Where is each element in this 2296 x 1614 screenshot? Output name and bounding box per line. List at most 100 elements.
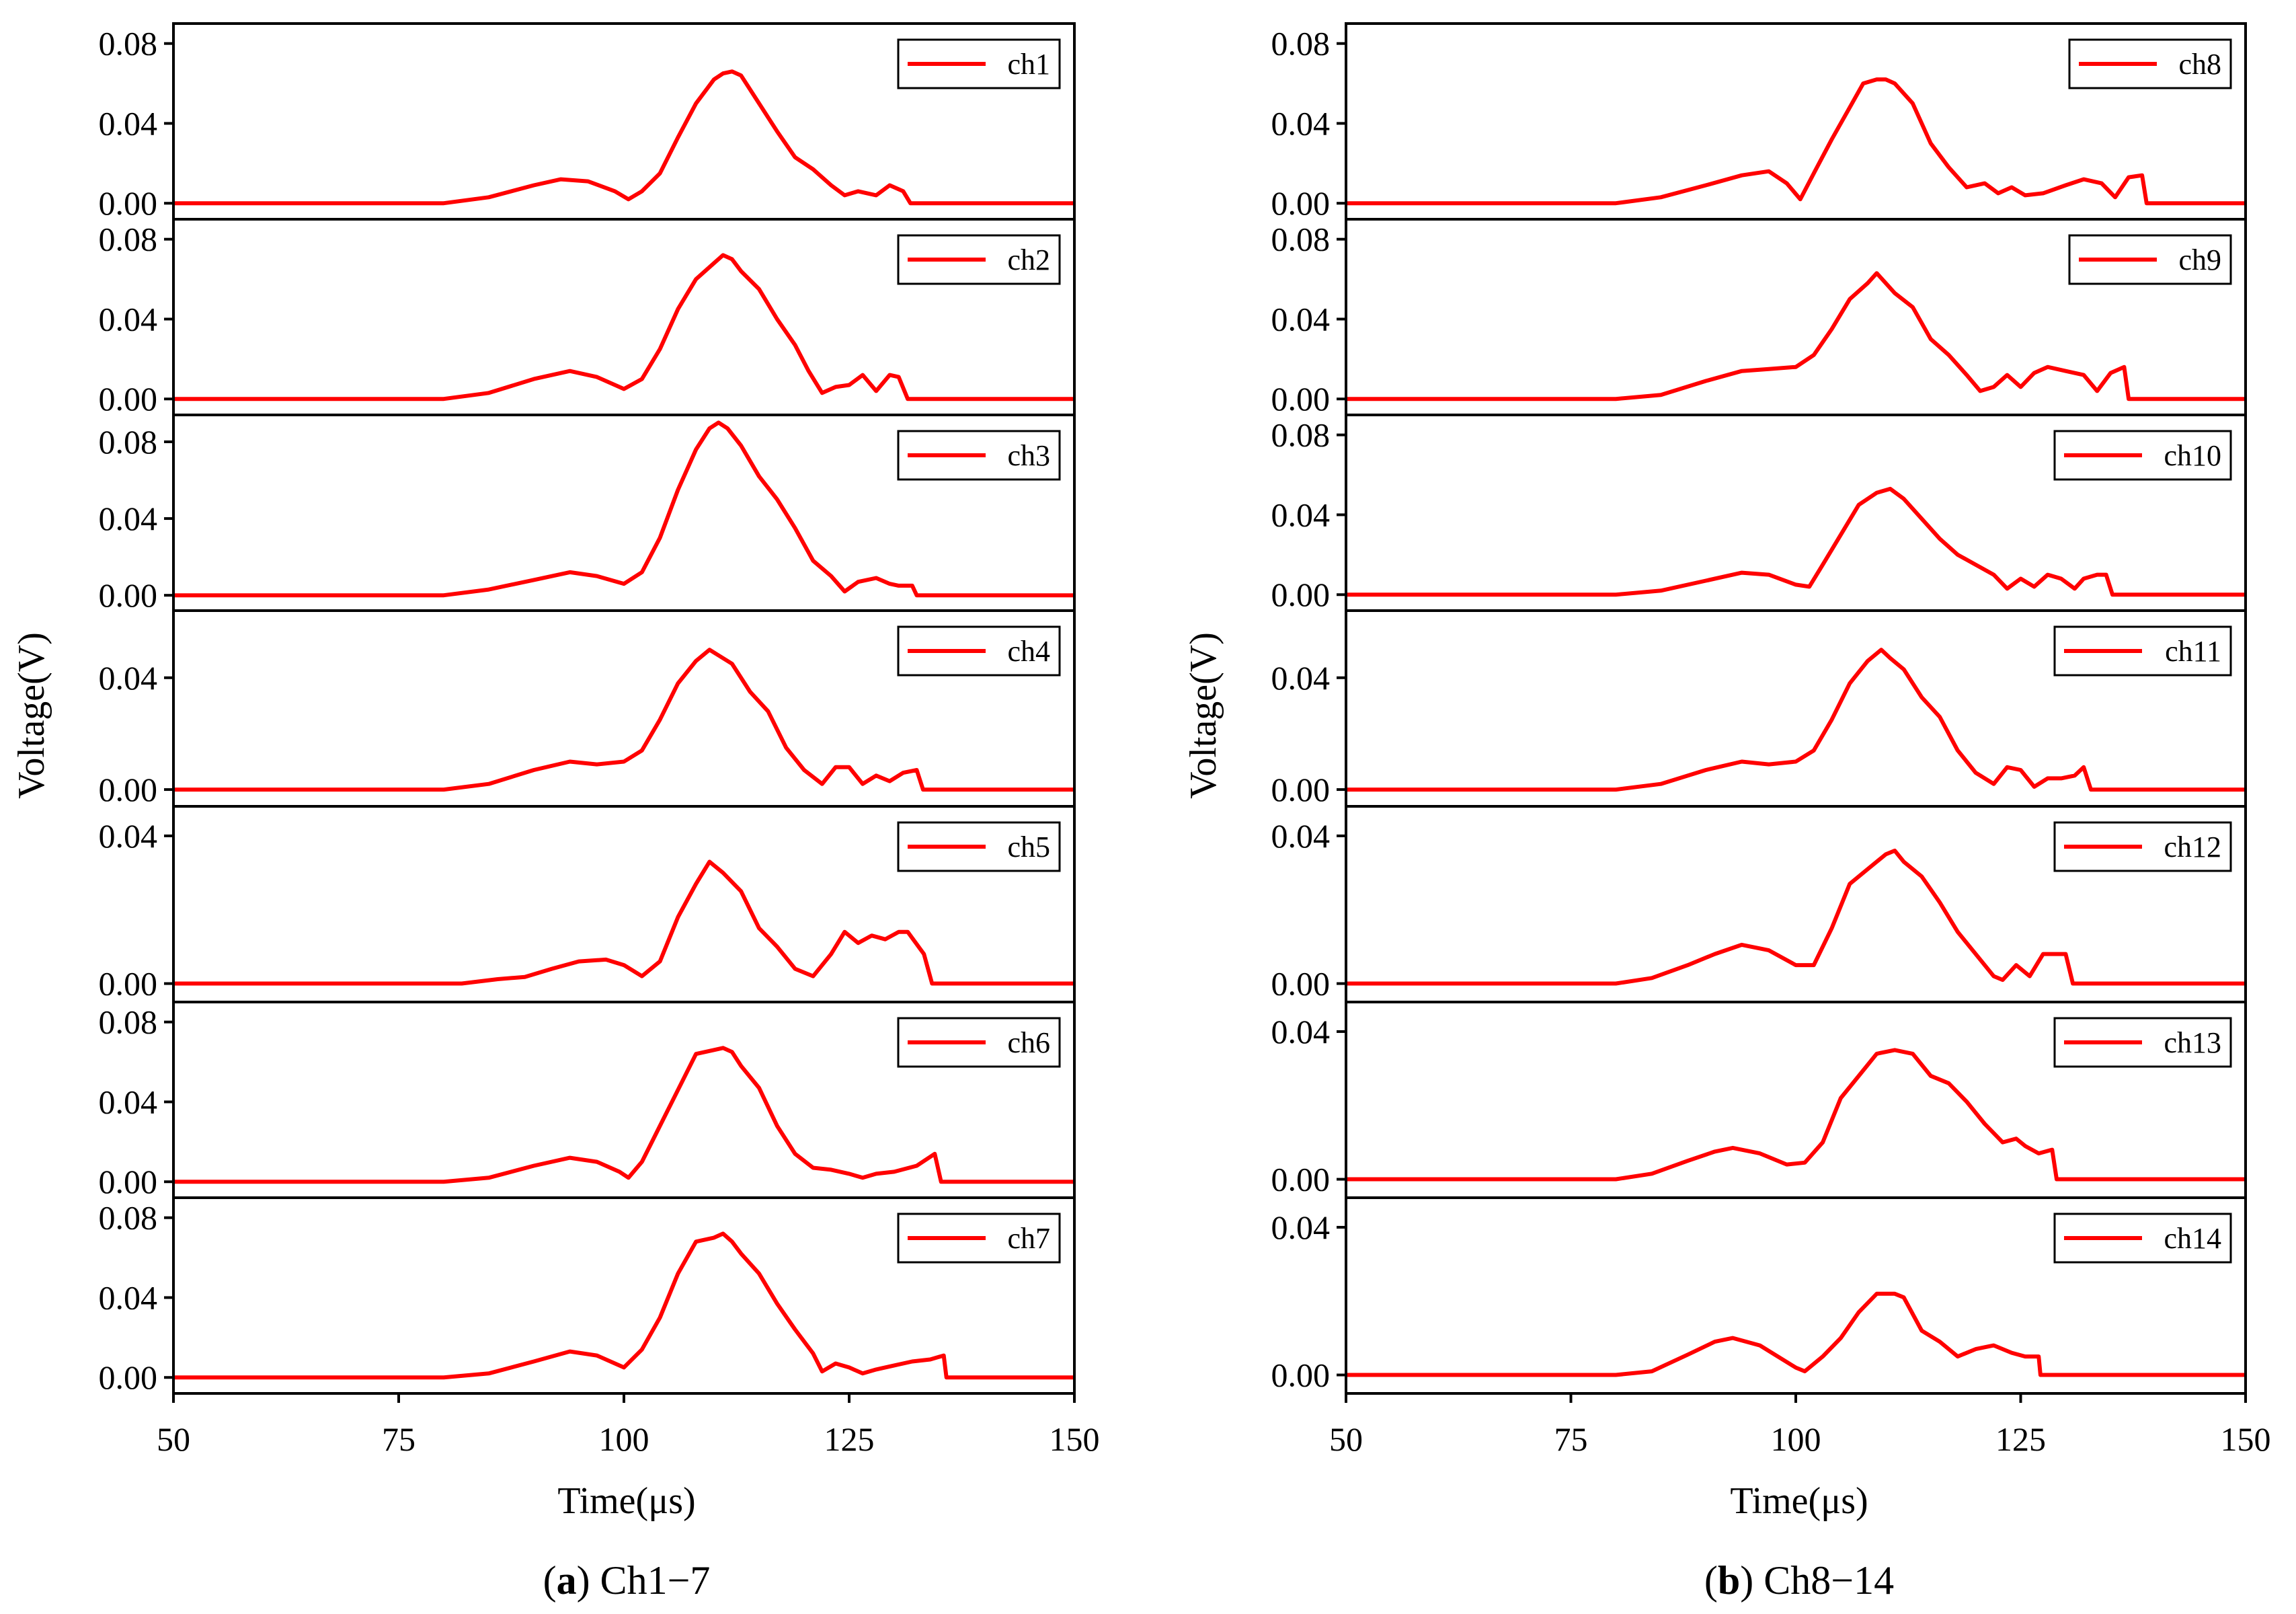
series-line-ch2 (173, 253, 1074, 401)
x-tick-label: 125 (1995, 1420, 2046, 1458)
legend-ch4: ch4 (897, 625, 1061, 677)
subplot-ch2: 0.00 0.04 0.08 ch2 (99, 218, 1076, 418)
y-tick-label: 0.04 (99, 500, 158, 537)
y-tick-label: 0.04 (1271, 496, 1331, 533)
x-tick-label: 150 (1050, 1420, 1100, 1458)
caption-b-text: Ch8−14 (1753, 1558, 1894, 1603)
y-tick-label: 0.00 (1271, 965, 1331, 1003)
subplot-ch8: 0.00 0.04 0.08 ch8 (1271, 22, 2247, 222)
subplot-ch6: 0.00 0.04 0.08 ch6 (99, 1001, 1076, 1200)
y-tick-label: 0.04 (99, 659, 158, 697)
y-tick-label: 0.08 (99, 25, 158, 63)
y-tick-label: 0.04 (99, 104, 158, 142)
legend-ch8: ch8 (2068, 38, 2232, 89)
panel-b: Voltage(V) Time(μs) (b) Ch8−14 0.000.040… (1183, 22, 2271, 1603)
panel-a: Voltage(V) Time(μs) (a) Ch1−7 0.000.040.… (11, 22, 1100, 1603)
x-tick-label: 50 (157, 1420, 190, 1458)
y-tick-label: 0.00 (99, 576, 158, 614)
legend-ch9: ch9 (2068, 234, 2232, 285)
legend-label: ch12 (2164, 831, 2221, 863)
y-tick-label: 0.00 (99, 184, 158, 222)
subplot-ch14: 0.00 0.04 ch14 (1271, 1196, 2247, 1395)
subplot-ch5: 0.00 0.04 ch5 (99, 805, 1076, 1003)
x-tick-label: 100 (599, 1420, 649, 1458)
legend-ch14: ch14 (2053, 1213, 2232, 1264)
legend-label: ch11 (2165, 635, 2221, 668)
y-tick-label: 0.04 (99, 1083, 158, 1120)
y-tick-label: 0.04 (1271, 659, 1331, 697)
y-tick-label: 0.00 (1271, 576, 1331, 613)
y-tick-label: 0.04 (1271, 300, 1331, 338)
series-line-ch4 (173, 648, 1074, 792)
legend-label: ch7 (1007, 1222, 1050, 1255)
legend-label: ch8 (2178, 48, 2221, 81)
legend-label: ch13 (2164, 1026, 2221, 1059)
subplot-ch4: 0.00 0.04 ch4 (99, 609, 1076, 808)
y-tick-label: 0.00 (1271, 1356, 1331, 1394)
x-tick-label: 100 (1771, 1420, 1821, 1458)
y-tick-label: 0.04 (99, 817, 158, 855)
series-line-ch13 (1346, 1048, 2246, 1182)
subplot-ch13: 0.00 0.04 ch13 (1271, 1001, 2247, 1199)
legend-ch2: ch2 (897, 234, 1061, 285)
y-tick-label: 0.04 (1271, 817, 1331, 855)
y-tick-label: 0.00 (1271, 380, 1331, 418)
subplot-ch3: 0.00 0.04 0.08 ch3 (99, 414, 1076, 614)
legend-label: ch3 (1007, 439, 1050, 472)
y-tick-label: 0.00 (99, 1358, 158, 1396)
legend-ch6: ch6 (897, 1017, 1061, 1068)
y-tick-label: 0.00 (99, 380, 158, 418)
subplot-ch9: 0.00 0.04 0.08 ch9 (1271, 218, 2247, 418)
y-tick-label: 0.08 (1271, 416, 1331, 454)
series-line-ch14 (1346, 1291, 2246, 1377)
y-tick-label: 0.04 (1271, 104, 1331, 142)
y-tick-label: 0.00 (1271, 184, 1331, 222)
legend-ch10: ch10 (2053, 430, 2232, 481)
y-axis-title-b: Voltage(V) (1183, 632, 1224, 799)
y-tick-label: 0.08 (1271, 221, 1331, 258)
series-line-ch8 (1346, 77, 2246, 206)
series-line-ch11 (1346, 648, 2246, 792)
y-tick-label: 0.00 (99, 1163, 158, 1200)
legend-label: ch4 (1007, 635, 1050, 668)
legend-label: ch5 (1007, 831, 1050, 863)
legend-ch3: ch3 (897, 430, 1061, 481)
series-line-ch3 (173, 420, 1074, 598)
subplot-ch1: 0.00 0.04 0.08 ch1 (99, 22, 1076, 222)
legend-ch13: ch13 (2053, 1017, 2232, 1068)
caption-a: (a) Ch1−7 (543, 1558, 711, 1603)
subplot-ch12: 0.00 0.04 ch12 (1271, 805, 2247, 1003)
legend-ch11: ch11 (2053, 625, 2232, 677)
subplot-ch10: 0.00 0.04 0.08 ch10 (1271, 414, 2247, 613)
x-tick-label: 150 (2221, 1420, 2271, 1458)
series-line-ch9 (1346, 271, 2246, 401)
x-axis-title-a: Time(μs) (557, 1480, 695, 1522)
caption-b: (b) Ch8−14 (1704, 1558, 1894, 1603)
y-tick-label: 0.00 (1271, 1161, 1331, 1198)
legend-ch1: ch1 (897, 38, 1061, 89)
legend-label: ch1 (1007, 48, 1050, 81)
y-tick-label: 0.00 (1271, 771, 1331, 808)
legend-label: ch14 (2164, 1222, 2221, 1255)
legend-label: ch6 (1007, 1026, 1050, 1059)
x-tick-label: 75 (1554, 1420, 1588, 1458)
y-tick-label: 0.08 (99, 221, 158, 258)
legend-ch7: ch7 (897, 1213, 1061, 1264)
y-tick-label: 0.04 (1271, 1208, 1331, 1246)
y-tick-label: 0.04 (1271, 1013, 1331, 1050)
x-tick-label: 50 (1329, 1420, 1363, 1458)
series-line-ch12 (1346, 848, 2246, 986)
y-tick-label: 0.08 (1271, 25, 1331, 63)
caption-a-text: Ch1−7 (590, 1558, 711, 1603)
subplot-ch11: 0.00 0.04 ch11 (1271, 609, 2247, 808)
x-tick-label: 125 (824, 1420, 875, 1458)
y-tick-label: 0.00 (99, 965, 158, 1003)
caption-a-letter: a (557, 1558, 577, 1603)
x-tick-label: 75 (382, 1420, 415, 1458)
legend-label: ch9 (2178, 243, 2221, 276)
caption-b-letter: b (1718, 1558, 1740, 1603)
legend-label: ch10 (2164, 439, 2221, 472)
y-tick-label: 0.04 (99, 300, 158, 338)
series-line-ch1 (173, 69, 1074, 206)
legend-ch5: ch5 (897, 821, 1061, 872)
